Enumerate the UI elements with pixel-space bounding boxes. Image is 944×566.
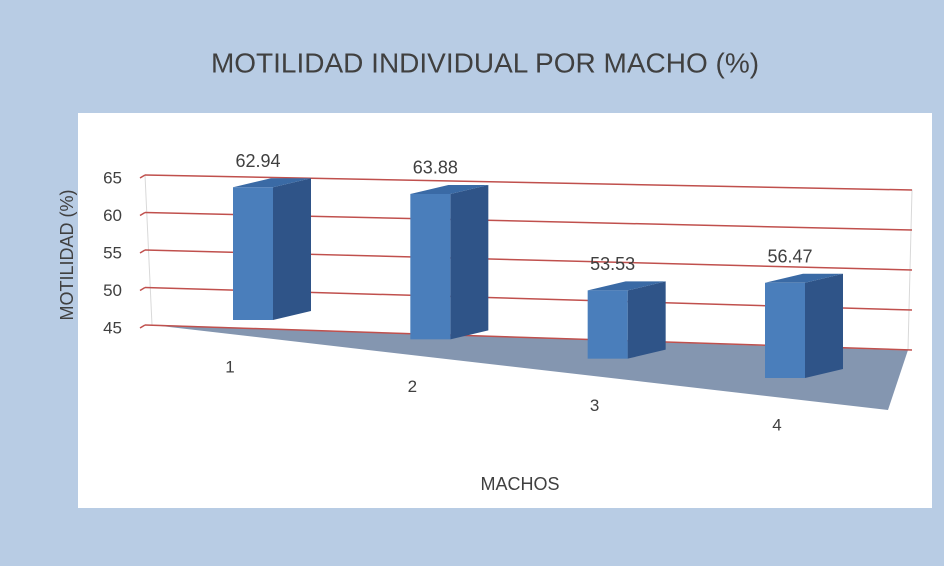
bar-side xyxy=(627,281,666,359)
x-tick-label: 2 xyxy=(408,377,417,396)
value-label: 62.94 xyxy=(235,151,280,171)
value-label: 53.53 xyxy=(590,254,635,274)
bar xyxy=(587,290,628,359)
y-tick-label: 55 xyxy=(103,243,122,262)
floor xyxy=(152,325,908,410)
x-tick-label: 1 xyxy=(225,357,234,376)
bar-top xyxy=(233,178,311,188)
bar-top xyxy=(765,273,843,283)
bar-top xyxy=(410,184,489,194)
bar xyxy=(765,282,805,378)
grid-line xyxy=(144,174,913,191)
value-label: 63.88 xyxy=(413,158,458,178)
value-label: 56.47 xyxy=(767,247,812,267)
bar-top xyxy=(587,281,666,291)
grid-line-left xyxy=(139,249,146,254)
bar xyxy=(233,187,273,320)
y-tick-label: 60 xyxy=(103,206,122,225)
x-tick-label: 4 xyxy=(772,415,781,434)
y-tick-label: 65 xyxy=(103,168,122,187)
y-tick-label: 45 xyxy=(103,318,122,337)
grid-line-left xyxy=(139,286,146,292)
y-tick-label: 50 xyxy=(103,281,122,300)
grid-line-left xyxy=(139,174,146,179)
bar xyxy=(410,193,451,340)
x-tick-label: 3 xyxy=(590,396,599,415)
x-axis-label: MACHOS xyxy=(480,474,559,494)
bar-side xyxy=(450,184,489,340)
y-axis-label: MOTILIDAD (%) xyxy=(57,189,77,320)
chart-title: MOTILIDAD INDIVIDUAL POR MACHO (%) xyxy=(211,47,759,78)
bar-side xyxy=(805,273,843,378)
bar-side xyxy=(273,178,311,320)
grid-line-left xyxy=(139,211,146,217)
grid-line-left xyxy=(139,324,146,329)
